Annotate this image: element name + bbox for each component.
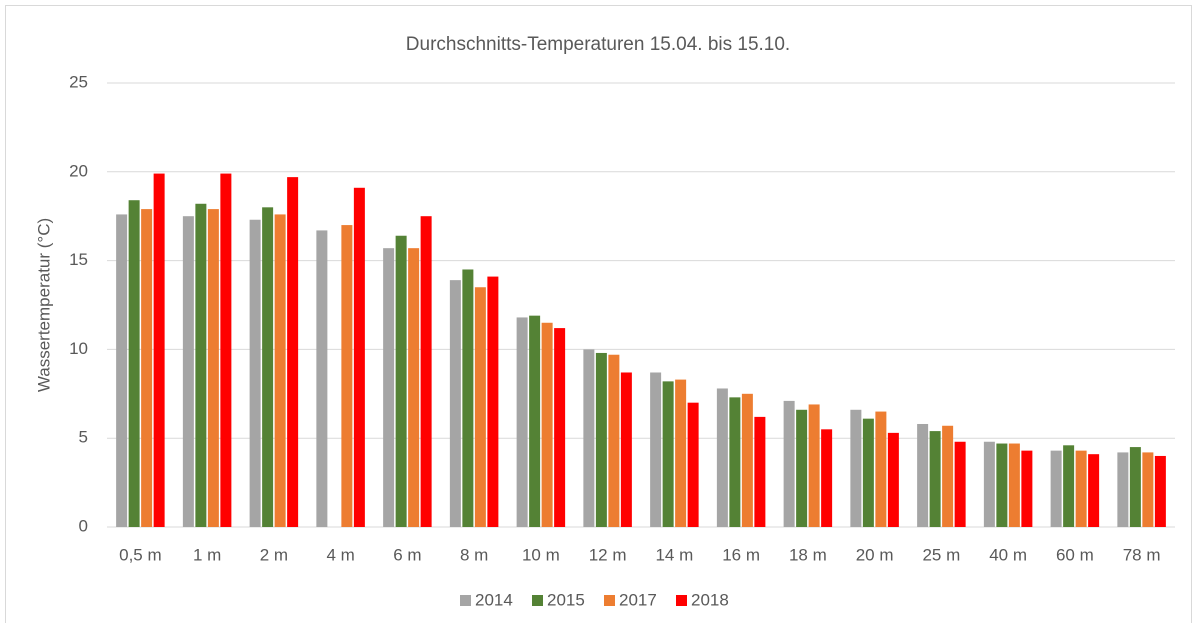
bar bbox=[1117, 452, 1129, 527]
x-tick-label: 20 m bbox=[856, 545, 894, 564]
bar bbox=[675, 379, 687, 527]
bar bbox=[207, 209, 219, 527]
bar bbox=[929, 431, 941, 527]
bar bbox=[1154, 455, 1166, 527]
y-axis-label: Wassertemperatur (°C) bbox=[34, 218, 53, 392]
bar bbox=[262, 207, 274, 527]
bar bbox=[729, 397, 741, 527]
bar bbox=[1129, 447, 1141, 527]
bar bbox=[141, 209, 153, 527]
bar bbox=[420, 216, 432, 527]
bar bbox=[195, 203, 207, 527]
bar bbox=[687, 402, 699, 527]
legend-label: 2017 bbox=[619, 590, 657, 609]
y-tick-label: 15 bbox=[69, 250, 88, 269]
x-tick-label: 25 m bbox=[922, 545, 960, 564]
bar bbox=[1063, 445, 1075, 527]
bar bbox=[808, 404, 820, 527]
bar bbox=[554, 328, 566, 527]
bar bbox=[474, 287, 486, 527]
bar bbox=[220, 173, 232, 528]
bar bbox=[662, 381, 674, 527]
legend-label: 2018 bbox=[691, 590, 729, 609]
bar bbox=[996, 443, 1008, 527]
legend-label: 2014 bbox=[475, 590, 513, 609]
y-tick-label: 10 bbox=[69, 339, 88, 358]
bar bbox=[716, 388, 728, 527]
bar bbox=[796, 409, 808, 527]
chart-title: Durchschnitts-Temperaturen 15.04. bis 15… bbox=[406, 34, 790, 55]
bar bbox=[783, 400, 795, 527]
x-tick-label: 4 m bbox=[326, 545, 354, 564]
bar bbox=[608, 354, 620, 527]
bar bbox=[1050, 450, 1062, 527]
bar bbox=[942, 425, 954, 527]
legend-swatch bbox=[676, 595, 687, 606]
bar bbox=[462, 269, 474, 527]
bar bbox=[353, 187, 365, 527]
bar bbox=[287, 177, 299, 528]
bar bbox=[249, 219, 261, 527]
bar bbox=[128, 200, 140, 527]
x-tick-label: 60 m bbox=[1056, 545, 1094, 564]
bar bbox=[395, 235, 407, 527]
x-tick-label: 1 m bbox=[193, 545, 221, 564]
bar bbox=[487, 276, 499, 527]
legend-swatch bbox=[460, 595, 471, 606]
x-tick-label: 16 m bbox=[722, 545, 760, 564]
bar bbox=[583, 349, 595, 527]
bar bbox=[1075, 450, 1087, 527]
bar bbox=[917, 423, 929, 527]
bar bbox=[754, 416, 766, 527]
bar bbox=[153, 173, 165, 528]
x-tick-label: 2 m bbox=[260, 545, 288, 564]
x-tick-label: 10 m bbox=[522, 545, 560, 564]
bar bbox=[516, 317, 528, 527]
x-tick-label: 18 m bbox=[789, 545, 827, 564]
bar bbox=[116, 214, 128, 527]
bar bbox=[529, 315, 541, 527]
bar bbox=[821, 429, 833, 527]
bar bbox=[875, 411, 887, 527]
x-tick-label: 8 m bbox=[460, 545, 488, 564]
legend-label: 2015 bbox=[547, 590, 585, 609]
bar bbox=[408, 248, 420, 527]
bar bbox=[620, 372, 632, 527]
bar bbox=[1021, 450, 1033, 527]
bar bbox=[383, 248, 395, 527]
bar bbox=[887, 432, 899, 527]
y-tick-label: 5 bbox=[79, 428, 88, 447]
legend-swatch bbox=[532, 595, 543, 606]
bar bbox=[850, 409, 862, 527]
y-tick-label: 20 bbox=[69, 161, 88, 180]
x-tick-label: 78 m bbox=[1123, 545, 1161, 564]
bar bbox=[862, 418, 874, 527]
bar bbox=[541, 322, 553, 527]
bar bbox=[983, 441, 995, 527]
bar bbox=[1008, 443, 1020, 527]
x-tick-label: 12 m bbox=[589, 545, 627, 564]
bar bbox=[449, 280, 461, 527]
bar bbox=[316, 230, 328, 527]
bar bbox=[650, 372, 662, 527]
legend-swatch bbox=[604, 595, 615, 606]
x-tick-label: 6 m bbox=[393, 545, 421, 564]
bar bbox=[1088, 454, 1100, 527]
bar bbox=[182, 216, 194, 527]
bar bbox=[954, 441, 966, 527]
x-tick-label: 40 m bbox=[989, 545, 1027, 564]
y-tick-label: 0 bbox=[79, 516, 88, 535]
x-tick-label: 0,5 m bbox=[119, 545, 162, 564]
bar bbox=[741, 393, 753, 527]
x-tick-label: 14 m bbox=[655, 545, 693, 564]
bar bbox=[274, 214, 286, 527]
y-tick-label: 25 bbox=[69, 72, 88, 91]
bar bbox=[341, 225, 353, 527]
bar bbox=[595, 352, 607, 527]
bar bbox=[1142, 452, 1154, 527]
